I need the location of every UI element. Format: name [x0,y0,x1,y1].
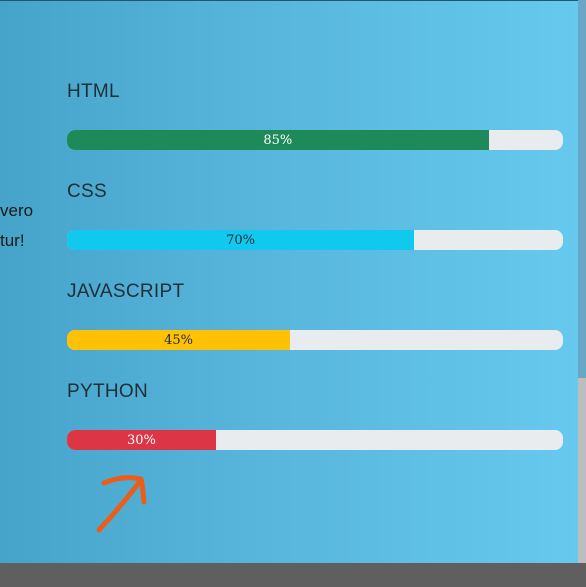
progress-track: 85% [67,130,563,150]
progress-fill: 85% [67,130,489,150]
skill-html: HTML 85% [67,81,563,150]
arrow-head [101,475,147,505]
skill-label: JAVASCRIPT [67,281,185,302]
progress-track: 30% [67,430,563,450]
progress-percent: 85% [263,132,293,148]
progress-percent: 30% [126,432,156,448]
bottom-bar [0,563,586,587]
progress-fill: 30% [67,430,216,450]
skill-python: PYTHON 30% [67,381,563,450]
top-border [0,0,578,1]
progress-percent: 70% [226,232,256,248]
skills-section: vero tur! HTML 85% CSS 70% JAVASCRIPT 45… [0,0,578,563]
skill-css: CSS 70% [67,181,563,250]
progress-percent: 45% [164,332,194,348]
progress-track: 45% [67,330,563,350]
arrow-shaft [96,477,144,533]
vertical-scrollbar[interactable] [578,0,586,563]
progress-fill: 70% [67,230,415,250]
skill-javascript: JAVASCRIPT 45% [67,281,563,350]
skill-label: PYTHON [67,381,148,402]
progress-fill: 45% [67,330,291,350]
scrollbar-thumb[interactable] [578,378,586,563]
truncated-text-line-2: tur! [0,231,25,250]
progress-track: 70% [67,230,563,250]
skill-label: CSS [67,181,107,202]
hand-drawn-arrow-icon [96,475,147,533]
skill-label: HTML [67,81,120,102]
truncated-text-line-1: vero [0,201,34,220]
